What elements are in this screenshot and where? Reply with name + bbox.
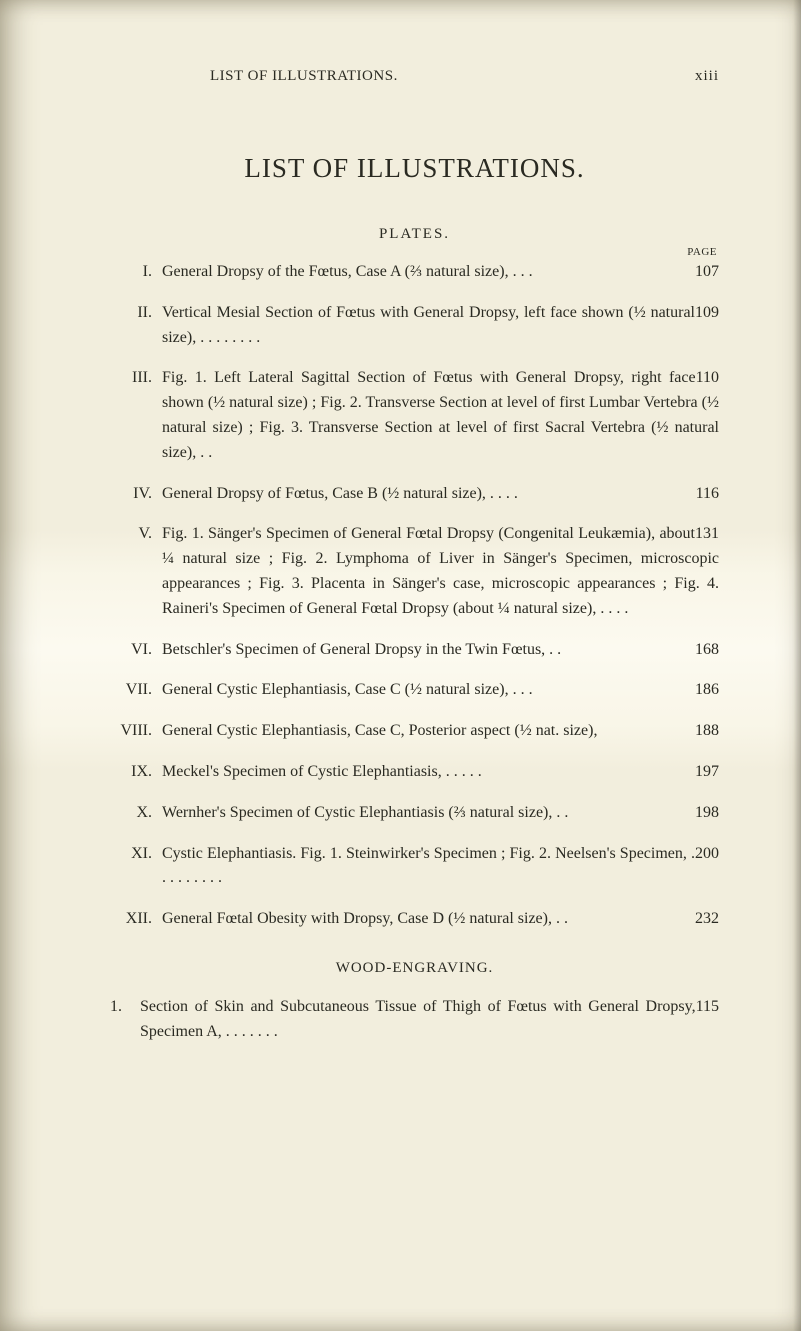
- main-title: LIST OF ILLUSTRATIONS.: [110, 153, 719, 184]
- plate-entry: XII. 232 General Fœtal Obesity with Drop…: [110, 907, 719, 932]
- page-number: xiii: [695, 68, 719, 85]
- entry-number: 1.: [110, 995, 140, 1045]
- roman-numeral: XI.: [110, 842, 162, 892]
- entry-text: 200 Cystic Elephantiasis. Fig. 1. Steinw…: [162, 842, 719, 892]
- entry-page: 107: [695, 260, 719, 285]
- roman-numeral: III.: [110, 366, 162, 465]
- plate-entry: IX. 197 Meckel's Specimen of Cystic Elep…: [110, 760, 719, 785]
- plate-entry: VII. 186 General Cystic Elephantiasis, C…: [110, 678, 719, 703]
- entry-text: 131 Fig. 1. Sänger's Specimen of General…: [162, 522, 719, 621]
- entry-text: 109 Vertical Mesial Section of Fœtus wit…: [162, 301, 719, 351]
- plate-entry: VIII. 188 General Cystic Elephantiasis, …: [110, 719, 719, 744]
- roman-numeral: IX.: [110, 760, 162, 785]
- roman-numeral: IV.: [110, 482, 162, 507]
- entry-page: 232: [695, 907, 719, 932]
- page-column-label: PAGE: [110, 246, 719, 258]
- entry-page: 168: [695, 638, 719, 663]
- plate-entry: VI. 168 Betschler's Specimen of General …: [110, 638, 719, 663]
- roman-numeral: II.: [110, 301, 162, 351]
- entry-text: 110 Fig. 1. Left Lateral Sagittal Sectio…: [162, 366, 719, 465]
- wood-list: 1. 115 Section of Skin and Subcutaneous …: [110, 995, 719, 1045]
- plate-entry: III. 110 Fig. 1. Left Lateral Sagittal S…: [110, 366, 719, 465]
- entry-page: 110: [696, 366, 719, 391]
- plate-entry: X. 198 Wernher's Specimen of Cystic Elep…: [110, 801, 719, 826]
- entry-page: 200: [695, 842, 719, 867]
- plates-list: I. 107 General Dropsy of the Fœtus, Case…: [110, 260, 719, 932]
- entry-page: 109: [695, 301, 719, 326]
- entry-page: 188: [695, 719, 719, 744]
- entry-page: 198: [695, 801, 719, 826]
- plate-entry: V. 131 Fig. 1. Sänger's Specimen of Gene…: [110, 522, 719, 621]
- running-title: LIST OF ILLUSTRATIONS.: [210, 68, 398, 85]
- entry-text: 116 General Dropsy of Fœtus, Case B (½ n…: [162, 482, 719, 507]
- roman-numeral: X.: [110, 801, 162, 826]
- plate-entry: XI. 200 Cystic Elephantiasis. Fig. 1. St…: [110, 842, 719, 892]
- wood-entry: 1. 115 Section of Skin and Subcutaneous …: [110, 995, 719, 1045]
- entry-text: 168 Betschler's Specimen of General Drop…: [162, 638, 719, 663]
- entry-text: 197 Meckel's Specimen of Cystic Elephant…: [162, 760, 719, 785]
- entry-text: 232 General Fœtal Obesity with Dropsy, C…: [162, 907, 719, 932]
- plate-entry: I. 107 General Dropsy of the Fœtus, Case…: [110, 260, 719, 285]
- roman-numeral: I.: [110, 260, 162, 285]
- roman-numeral: V.: [110, 522, 162, 621]
- roman-numeral: XII.: [110, 907, 162, 932]
- entry-page: 186: [695, 678, 719, 703]
- entry-page: 116: [696, 482, 719, 507]
- plate-entry: II. 109 Vertical Mesial Section of Fœtus…: [110, 301, 719, 351]
- entry-text: 115 Section of Skin and Subcutaneous Tis…: [140, 995, 719, 1045]
- entry-page: 115: [696, 995, 719, 1020]
- wood-engraving-heading: WOOD-ENGRAVING.: [110, 960, 719, 977]
- entry-text: 186 General Cystic Elephantiasis, Case C…: [162, 678, 719, 703]
- entry-text: 188 General Cystic Elephantiasis, Case C…: [162, 719, 719, 744]
- entry-text: 198 Wernher's Specimen of Cystic Elephan…: [162, 801, 719, 826]
- entry-text: 107 General Dropsy of the Fœtus, Case A …: [162, 260, 719, 285]
- roman-numeral: VI.: [110, 638, 162, 663]
- plates-heading: PLATES.: [110, 226, 719, 243]
- running-head: LIST OF ILLUSTRATIONS. xiii: [110, 68, 719, 85]
- roman-numeral: VII.: [110, 678, 162, 703]
- roman-numeral: VIII.: [110, 719, 162, 744]
- entry-page: 131: [695, 522, 719, 547]
- entry-page: 197: [695, 760, 719, 785]
- plate-entry: IV. 116 General Dropsy of Fœtus, Case B …: [110, 482, 719, 507]
